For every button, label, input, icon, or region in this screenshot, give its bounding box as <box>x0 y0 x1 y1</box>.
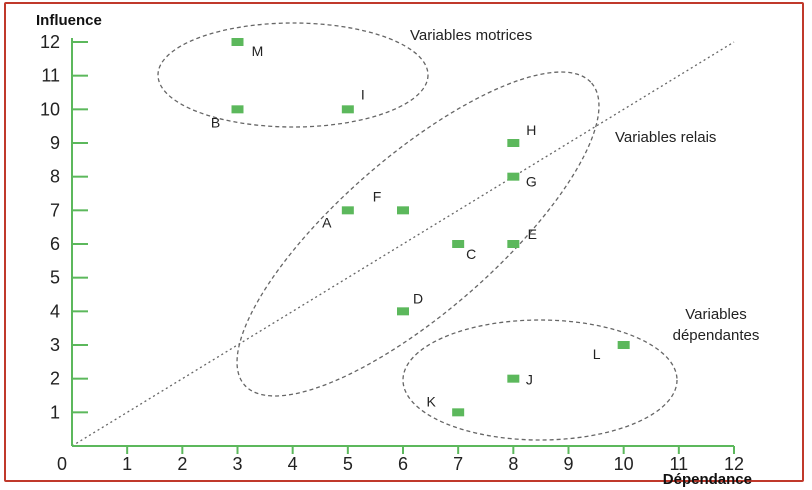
group-label-3: Variables <box>685 306 746 323</box>
data-point-k <box>452 408 465 417</box>
data-point-label-l: L <box>593 346 601 362</box>
y-tick-label: 10 <box>40 99 60 119</box>
y-tick-label: 9 <box>50 133 60 153</box>
chart-frame <box>4 2 804 482</box>
x-tick-label: 0 <box>57 454 67 474</box>
x-tick-label: 7 <box>453 454 463 474</box>
x-axis-title: Dépendance <box>663 471 752 488</box>
x-tick-label: 10 <box>614 454 634 474</box>
data-point-label-g: G <box>526 174 537 190</box>
data-points: M B I H G A F C E D L J K <box>211 38 630 417</box>
data-point-label-h: H <box>526 122 536 138</box>
x-tick-label: 4 <box>288 454 298 474</box>
y-tick-label: 2 <box>50 369 60 389</box>
data-point-d <box>397 307 409 316</box>
data-point-label-c: C <box>466 246 476 262</box>
x-tick-label: 5 <box>343 454 353 474</box>
group-ellipse-1 <box>157 22 429 128</box>
x-axis-ticks: 0 1 2 3 4 5 6 7 8 9 10 11 12 <box>57 446 744 474</box>
y-tick-label: 11 <box>41 66 60 86</box>
group-labels: Variables motrices Variables relais Variab… <box>410 27 759 344</box>
x-tick-label: 2 <box>177 454 187 474</box>
data-point-f <box>397 206 409 215</box>
data-point-e <box>507 240 520 248</box>
x-tick-label: 3 <box>232 454 242 474</box>
y-tick-label: 1 <box>50 402 60 422</box>
x-tick-label: 6 <box>398 454 408 474</box>
data-point-label-j: J <box>526 372 533 388</box>
y-tick-label: 8 <box>50 167 60 187</box>
data-point-label-k: K <box>426 393 436 409</box>
y-tick-label: 7 <box>50 200 60 220</box>
y-tick-label: 4 <box>50 301 60 321</box>
data-point-a <box>341 206 354 215</box>
data-point-l <box>617 341 630 349</box>
x-tick-label: 12 <box>724 454 744 474</box>
x-tick-label: 11 <box>669 454 688 474</box>
data-point-b <box>231 105 244 114</box>
data-point-c <box>452 240 465 248</box>
group-label-3: dépendantes <box>673 327 760 344</box>
data-point-label-f: F <box>373 188 382 204</box>
data-point-label-e: E <box>528 226 537 242</box>
data-point-label-m: M <box>252 43 264 59</box>
data-point-label-i: I <box>361 86 365 102</box>
data-point-g <box>507 172 520 181</box>
y-tick-label: 3 <box>50 335 60 355</box>
group-label-1: Variables motrices <box>410 27 532 44</box>
data-point-h <box>507 139 520 147</box>
x-tick-label: 8 <box>508 454 518 474</box>
data-point-label-a: A <box>322 214 332 230</box>
data-point-m <box>231 38 244 46</box>
y-axis-title: Influence <box>36 12 102 29</box>
diagonal-reference-line <box>71 41 735 447</box>
group-ellipses <box>157 22 678 441</box>
data-point-label-b: B <box>211 114 220 130</box>
group-ellipse-2 <box>236 71 600 397</box>
y-tick-label: 12 <box>40 32 60 52</box>
group-label-2: Variables relais <box>615 129 716 146</box>
y-tick-label: 6 <box>50 234 60 254</box>
data-point-label-d: D <box>413 290 423 306</box>
data-point-j <box>507 374 520 383</box>
x-tick-label: 9 <box>563 454 573 474</box>
data-point-i <box>341 105 354 114</box>
group-ellipse-3 <box>402 319 678 441</box>
x-tick-label: 1 <box>122 454 132 474</box>
y-tick-label: 5 <box>50 268 60 288</box>
